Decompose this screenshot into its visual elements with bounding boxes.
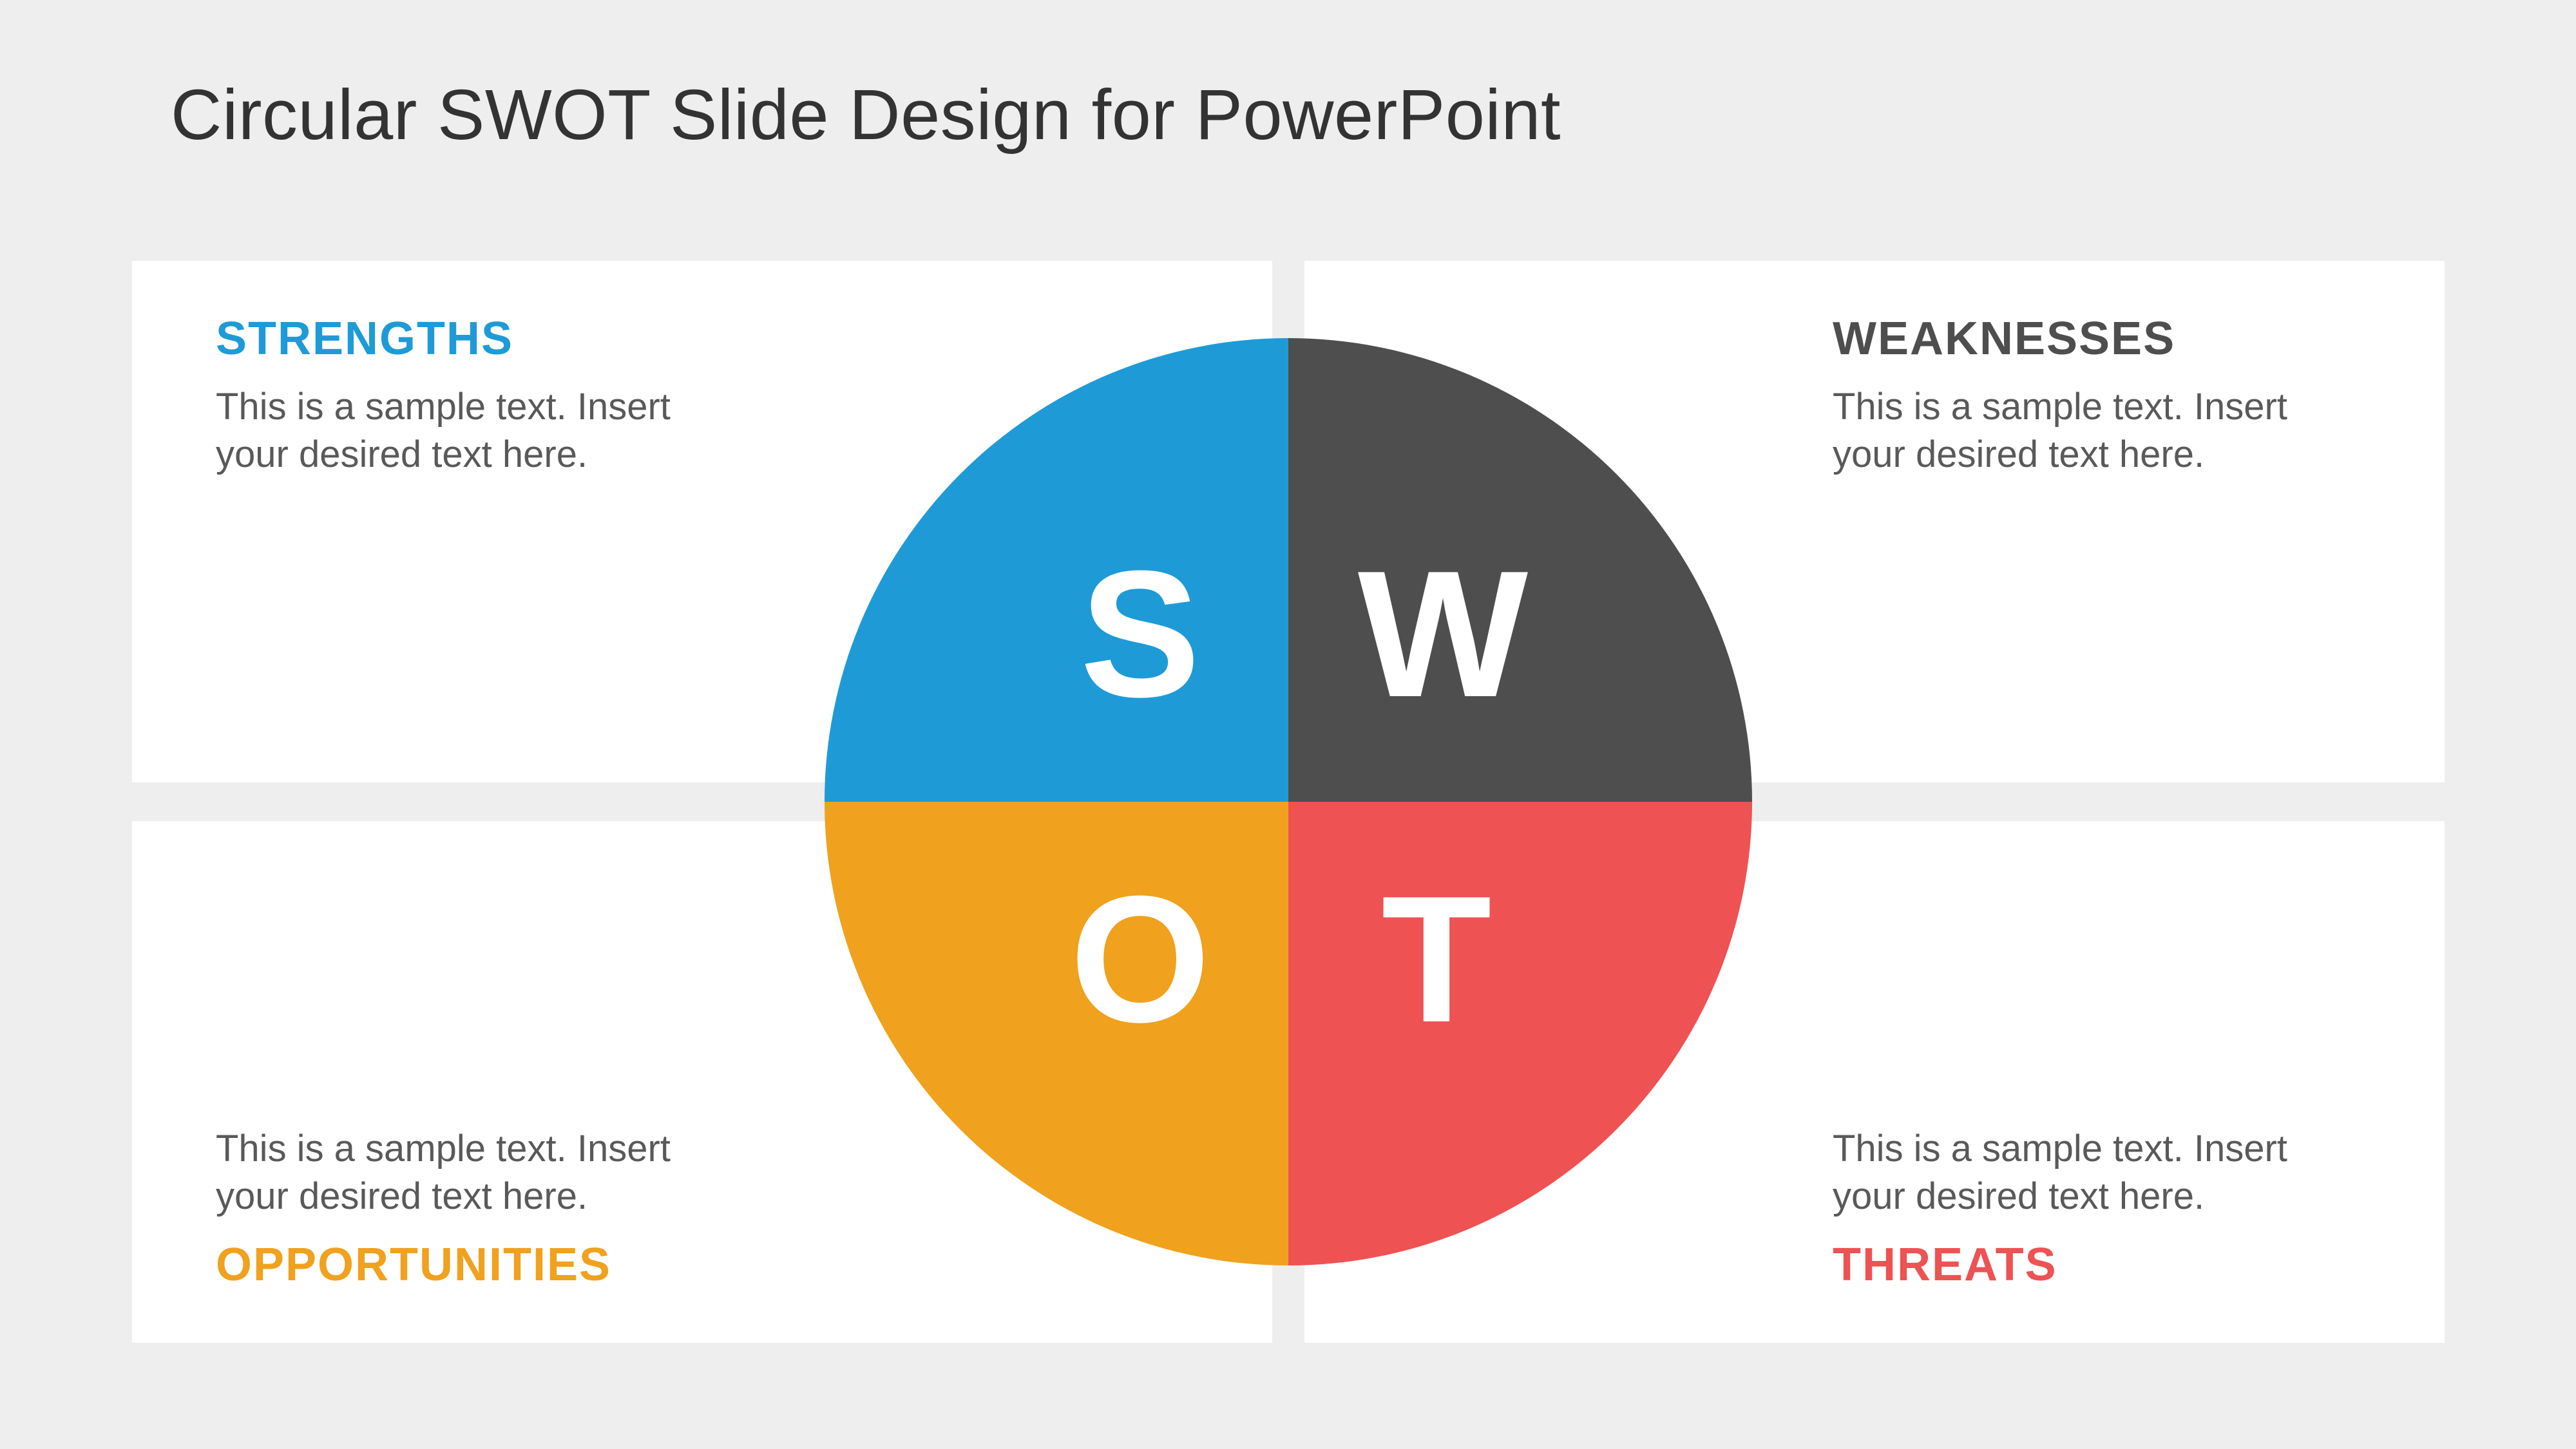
card-weaknesses: WEAKNESSES This is a sample text. Insert… [1304, 261, 2445, 782]
body-weaknesses: This is a sample text. Insert your desir… [1833, 383, 2361, 478]
body-threats: This is a sample text. Insert your desir… [1833, 1125, 2361, 1220]
card-opportunities: This is a sample text. Insert your desir… [132, 821, 1272, 1343]
heading-threats: THREATS [1833, 1238, 2361, 1291]
slide-title: Circular SWOT Slide Design for PowerPoin… [171, 74, 1561, 156]
body-opportunities: This is a sample text. Insert your desir… [216, 1125, 744, 1220]
heading-opportunities: OPPORTUNITIES [216, 1238, 744, 1291]
text-block-threats: This is a sample text. Insert your desir… [1833, 1125, 2361, 1291]
heading-strengths: STRENGTHS [216, 312, 1188, 365]
body-strengths: This is a sample text. Insert your desir… [216, 383, 744, 478]
text-block-strengths: STRENGTHS This is a sample text. Insert … [216, 312, 1188, 478]
card-threats: This is a sample text. Insert your desir… [1304, 821, 2445, 1343]
heading-weaknesses: WEAKNESSES [1833, 312, 2361, 365]
swot-container: STRENGTHS This is a sample text. Insert … [132, 261, 2445, 1343]
slide-canvas: Circular SWOT Slide Design for PowerPoin… [0, 0, 2576, 1449]
card-strengths: STRENGTHS This is a sample text. Insert … [132, 261, 1272, 782]
text-block-opportunities: This is a sample text. Insert your desir… [216, 1125, 744, 1291]
text-block-weaknesses: WEAKNESSES This is a sample text. Insert… [1833, 312, 2361, 478]
